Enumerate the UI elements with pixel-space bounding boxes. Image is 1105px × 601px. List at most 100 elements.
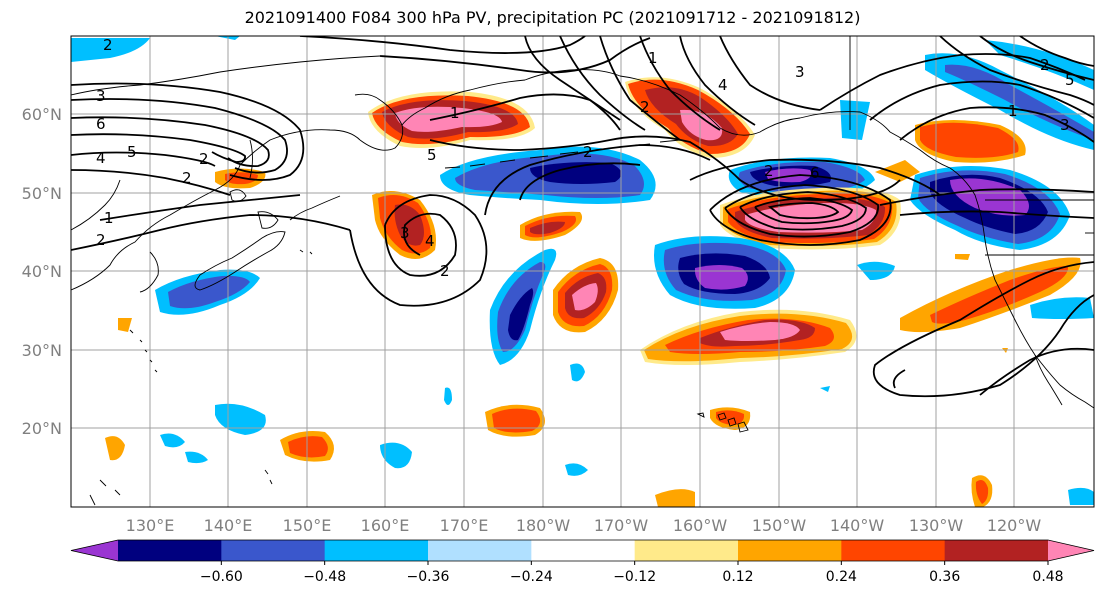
contour-label: 4 (718, 76, 728, 94)
pos-anomaly-region (955, 254, 970, 260)
colorbar-cells (70, 539, 1095, 562)
contour-label: 1 (1008, 102, 1018, 120)
contour-label: 2 (1040, 56, 1050, 74)
pos-anomaly-region (395, 106, 502, 132)
lon-label: 140°E (204, 516, 253, 535)
neg-anomaly-region (444, 387, 452, 405)
lon-label: 170°W (594, 516, 649, 535)
colorbar-tick-label: −0.48 (303, 569, 346, 585)
pos-anomaly-region (288, 436, 328, 458)
pos-anomaly-region (720, 322, 800, 341)
contour-label: 3 (96, 87, 106, 105)
lon-label: 140°W (830, 516, 885, 535)
contour-label: 2 (103, 36, 113, 54)
neg-anomaly-region (1030, 297, 1094, 319)
contour-label: 5 (1065, 71, 1075, 89)
colorbar-labels: −0.60 −0.48 −0.36 −0.24 −0.12 0.12 0.24 0.36 0.4… (200, 569, 1064, 585)
lon-label: 160°W (673, 516, 728, 535)
lon-label: 130°W (909, 516, 964, 535)
neg-anomaly-region (1068, 487, 1094, 505)
colorbar-extend-max (1048, 540, 1094, 561)
pos-anomaly-region (492, 408, 541, 433)
neg-anomaly-region (118, 318, 132, 332)
pos-anomaly-region (572, 283, 598, 311)
colorbar-tick-label: −0.36 (407, 569, 450, 585)
neg-anomaly-region (565, 463, 588, 476)
colorbar-tick-label: −0.24 (510, 569, 553, 585)
contour-label: 3 (1060, 116, 1070, 134)
neg-anomaly-region (508, 288, 534, 341)
pos-anomaly-region (680, 109, 723, 141)
contour-labels: 2 3 6 4 5 2 1 2 1 5 2 3 4 2 2 4 3 1 6 2 … (96, 36, 1075, 280)
gridlines (71, 36, 1094, 507)
pos-anomaly-region (105, 436, 125, 461)
pos-anomaly-region (875, 160, 920, 182)
colorbar-tick-label: −0.60 (200, 569, 243, 585)
colorbar-cell (738, 540, 842, 561)
contour-label: 2 (182, 169, 192, 187)
colorbar-tick-label: 0.12 (722, 569, 753, 585)
colorbar-cell (428, 540, 532, 561)
contour-label: 5 (427, 146, 437, 164)
pos-anomaly-region (530, 221, 565, 235)
neg-anomaly-region (380, 442, 412, 469)
lon-label: 150°E (283, 516, 332, 535)
pos-anomaly-region (716, 410, 745, 425)
colorbar-cell (221, 540, 326, 561)
pos-anomaly-region (394, 204, 424, 246)
contour-label: 2 (764, 162, 774, 180)
colorbar-cell (531, 540, 636, 561)
contour-label: 2 (199, 150, 209, 168)
lon-label: 120°W (987, 516, 1042, 535)
contour-label: 3 (795, 63, 805, 81)
contour-label: 6 (810, 164, 820, 182)
pos-anomaly-region (655, 489, 695, 507)
colorbar-ticks (220, 561, 1049, 565)
neg-anomaly-region (530, 162, 622, 184)
colorbar-outline (70, 539, 1095, 562)
contour-label: 4 (96, 149, 106, 167)
neg-anomaly-region (185, 451, 208, 464)
colorbar-cell (944, 540, 1049, 561)
lon-label: 160°E (361, 516, 410, 535)
lon-label: 150°W (752, 516, 807, 535)
colorbar-cell (324, 540, 429, 561)
contour-label: 2 (640, 98, 650, 116)
colorbar-cell (841, 540, 946, 561)
pos-anomaly-region (975, 480, 989, 504)
neg-anomaly-region (570, 363, 585, 382)
colorbar-extend-min (71, 540, 118, 561)
contour-label: 1 (648, 49, 658, 67)
lat-label-60n: 60°N (22, 105, 62, 124)
map-area: 2 3 6 4 5 2 1 2 1 5 2 3 4 2 2 4 3 1 6 2 … (71, 36, 1094, 507)
lat-label-40n: 40°N (22, 262, 62, 281)
neg-anomaly-region (168, 275, 250, 309)
latitude-labels: 60°N 50°N 40°N 30°N 20°N (22, 105, 62, 438)
lat-label-20n: 20°N (22, 419, 62, 438)
neg-anomaly-region (820, 386, 830, 392)
colorbar-cell (118, 540, 222, 561)
map-frame (70, 35, 1095, 508)
pos-anomaly-region (920, 122, 1019, 158)
pv-contours (71, 36, 1094, 398)
colorbar-tick-label: 0.48 (1032, 569, 1063, 585)
contour-label: 2 (96, 231, 106, 249)
neg-anomaly-region (71, 38, 150, 62)
lon-label: 180°W (516, 516, 571, 535)
longitude-labels: 130°E 140°E 150°E 160°E 170°E 180°W 170°… (126, 516, 1042, 535)
coastlines (71, 36, 1094, 506)
neg-anomaly-region (694, 265, 748, 290)
map-title: 2021091400 F084 300 hPa PV, precipitatio… (244, 8, 861, 27)
contour-label: 6 (96, 115, 106, 133)
contour-label: 5 (127, 143, 137, 161)
contour-label: 1 (104, 209, 114, 227)
colorbar: −0.60 −0.48 −0.36 −0.24 −0.12 0.12 0.24 0.36 0.4… (70, 539, 1095, 585)
lat-label-30n: 30°N (22, 341, 62, 360)
neg-anomaly-region (840, 100, 870, 140)
contour-label: 2 (583, 143, 593, 161)
lat-label-50n: 50°N (22, 184, 62, 203)
contour-label: 3 (400, 224, 410, 242)
colorbar-tick-label: −0.12 (613, 569, 656, 585)
colorbar-tick-label: 0.36 (929, 569, 960, 585)
